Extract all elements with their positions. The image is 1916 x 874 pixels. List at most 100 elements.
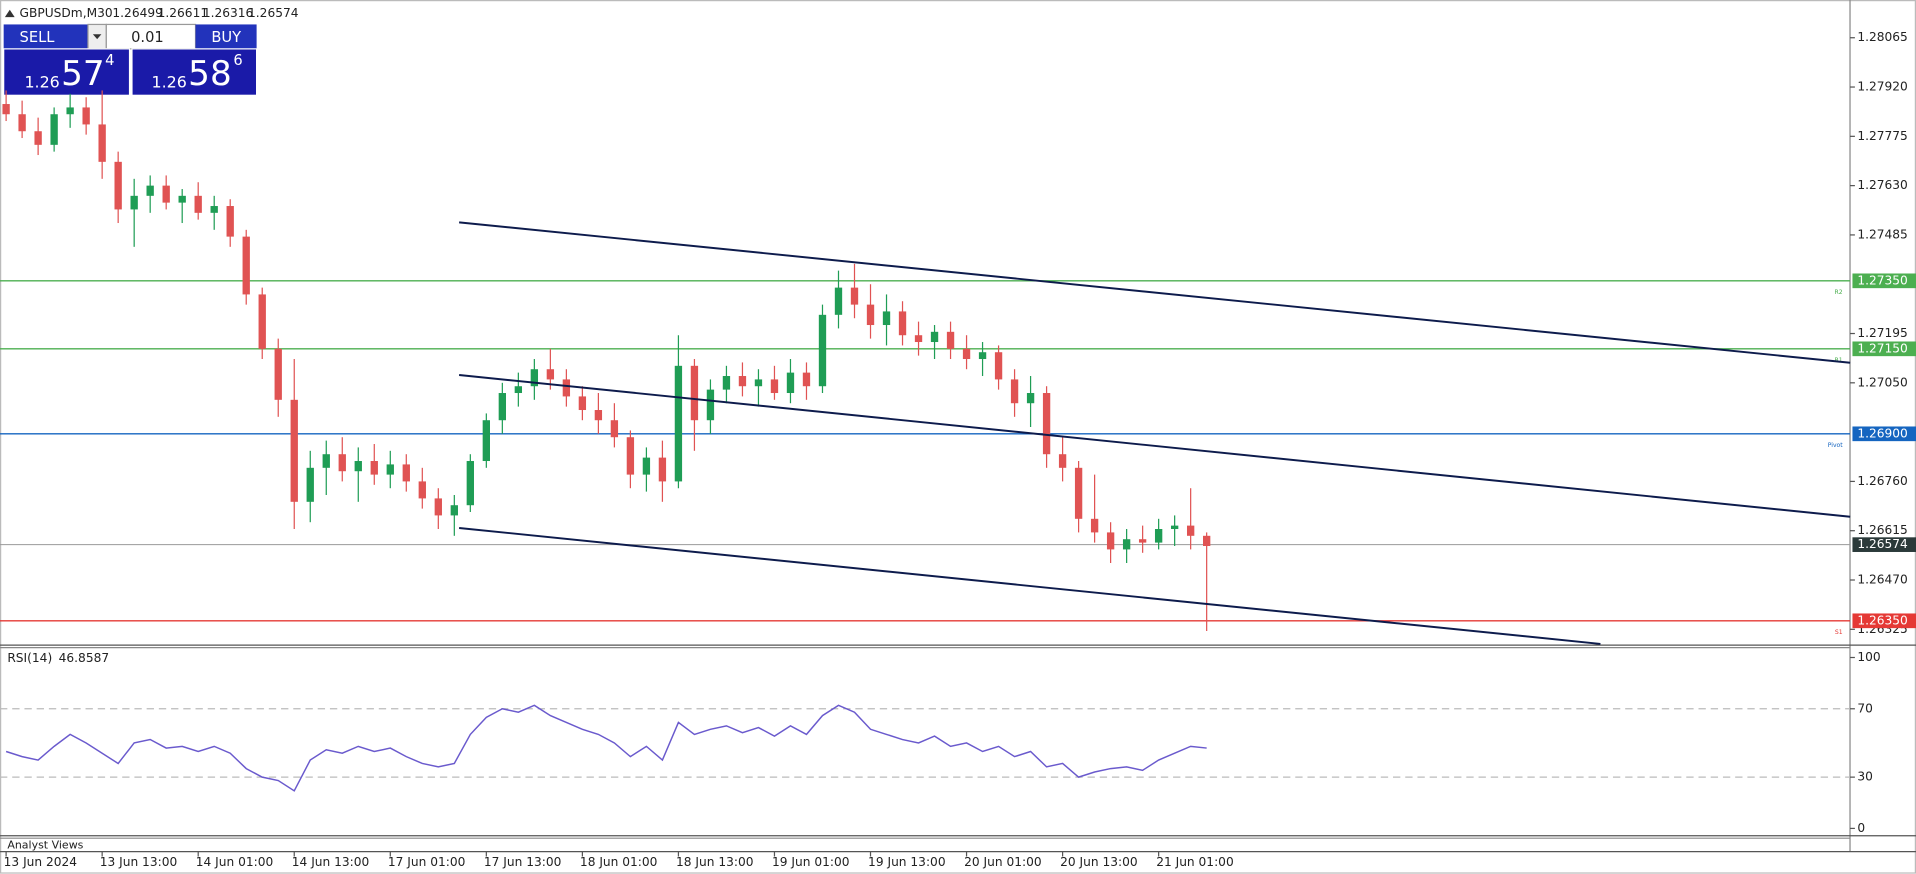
current-price-box: [1852, 537, 1916, 552]
level-name: R2: [1835, 289, 1843, 296]
candle-body: [338, 454, 346, 472]
collapse-icon[interactable]: [4, 9, 15, 18]
y-tick-label: 1.27775: [1857, 129, 1907, 143]
candle-body: [514, 386, 523, 394]
candle-body: [274, 348, 282, 400]
candle-body: [978, 352, 987, 360]
candle-body: [2, 104, 10, 115]
candle-body: [450, 505, 458, 516]
rsi-last: 46.8587: [59, 651, 109, 665]
candle-body: [242, 236, 250, 295]
candle-body: [898, 311, 907, 336]
candle-body: [98, 124, 106, 162]
x-tick-label: 20 Jun 13:00: [1060, 855, 1138, 869]
symbol: GBPUSDm,M30: [20, 6, 113, 20]
candle-body: [994, 352, 1003, 380]
candle-body: [962, 348, 971, 360]
candle-body: [802, 372, 811, 387]
candle-body: [1138, 539, 1147, 543]
candle-body: [610, 420, 619, 438]
candle-body: [306, 467, 314, 502]
trade-panel: SELL 0.01 BUY 1.26 57 4 1.26 58 6: [3, 23, 258, 96]
candle-body: [530, 369, 539, 387]
x-tick-label: 17 Jun 13:00: [484, 855, 562, 869]
y-tick-label: 1.27630: [1857, 178, 1907, 192]
candle-body: [738, 376, 747, 387]
ask-box[interactable]: [131, 48, 258, 96]
y-tick-label: 1.27195: [1857, 326, 1907, 340]
bid-pip: 4: [105, 52, 114, 69]
candle-body: [594, 410, 603, 421]
x-tick-label: 19 Jun 01:00: [772, 855, 850, 869]
candle-body: [674, 365, 683, 482]
bid-box[interactable]: [3, 48, 131, 96]
candle-body: [402, 464, 410, 482]
buy-button[interactable]: [195, 24, 257, 49]
candle-body: [194, 195, 202, 213]
candle-body: [786, 372, 795, 394]
trendline: [459, 221, 1851, 364]
candle-body: [178, 195, 186, 203]
candle-body: [722, 376, 731, 390]
candle-body: [482, 420, 490, 462]
level-price-label: 1.27350: [1857, 273, 1907, 287]
candle-body: [258, 294, 266, 349]
x-tick-label: 14 Jun 13:00: [292, 855, 370, 869]
candle-body: [386, 464, 394, 475]
candle-body: [850, 287, 859, 305]
candle-body: [162, 185, 170, 203]
y-tick-label: 1.26760: [1857, 474, 1907, 488]
sell-button[interactable]: [3, 24, 88, 49]
ask-pip: 6: [233, 52, 242, 69]
candle-body: [1090, 518, 1099, 533]
bid-big: 1.26: [24, 73, 59, 92]
candle-body: [1058, 454, 1067, 468]
level-name: S1: [1835, 629, 1843, 636]
rsi-tick-label: 30: [1857, 770, 1873, 784]
candle-body: [626, 437, 635, 475]
candle-body: [1106, 532, 1115, 550]
x-tick-label: 13 Jun 2024: [4, 855, 78, 869]
trendline: [459, 374, 1851, 518]
x-tick-label: 21 Jun 01:00: [1156, 855, 1234, 869]
candle-body: [66, 107, 74, 115]
x-tick-label: 13 Jun 13:00: [100, 855, 178, 869]
candle-body: [1186, 525, 1195, 536]
candle-body: [1010, 379, 1019, 404]
level-price-label: 1.26900: [1857, 426, 1907, 440]
level-price-box: [1852, 273, 1916, 289]
level-price-box: [1852, 341, 1916, 357]
level-name: R1: [1835, 357, 1843, 364]
candle-body: [930, 331, 939, 343]
footer-label: Analyst Views: [7, 839, 83, 852]
y-tick-label: 1.26615: [1857, 523, 1907, 537]
ohlc-value: 1.26574: [248, 6, 299, 20]
x-tick-label: 18 Jun 13:00: [676, 855, 754, 869]
candle-body: [1202, 535, 1211, 547]
candle-body: [658, 457, 667, 482]
candle-body: [1074, 467, 1083, 519]
candle-body: [914, 335, 923, 343]
level-name: Pivot: [1828, 442, 1844, 449]
sell-label: SELL: [20, 29, 56, 46]
candle-body: [882, 311, 891, 326]
y-tick-label: 1.26470: [1857, 573, 1907, 587]
candle-body: [866, 304, 875, 326]
candle-body: [946, 331, 955, 349]
candle-body: [1026, 393, 1035, 404]
candle-body: [226, 206, 234, 237]
x-tick-label: 17 Jun 01:00: [388, 855, 466, 869]
candle-body: [818, 314, 827, 387]
y-tick-label: 1.27485: [1857, 227, 1907, 241]
candle-body: [754, 379, 763, 387]
candle-body: [834, 287, 843, 315]
candle-body: [210, 206, 218, 213]
candle-body: [146, 185, 154, 196]
level-price-label: 1.27150: [1857, 341, 1907, 355]
candle-body: [642, 457, 651, 475]
dropdown-arrow: [92, 34, 102, 40]
candle-body: [770, 379, 779, 394]
x-tick-label: 19 Jun 13:00: [868, 855, 946, 869]
